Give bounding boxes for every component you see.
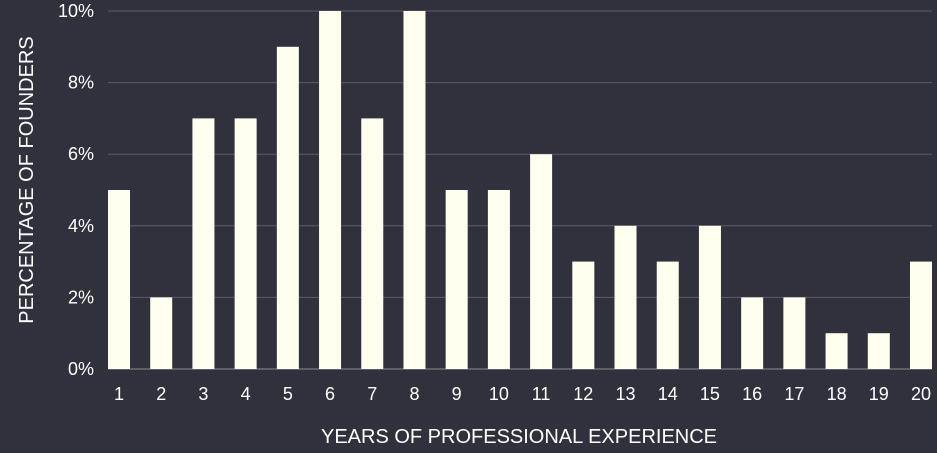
x-tick-label: 10 bbox=[489, 384, 509, 404]
y-tick-label: 0% bbox=[68, 359, 94, 379]
x-tick-label: 2 bbox=[156, 384, 166, 404]
x-tick-label: 8 bbox=[409, 384, 419, 404]
x-tick-labels: 1 2 3 4 5 6 7 8 9 10 11 12 13 14 15 16 17 18 19 20 bbox=[114, 384, 931, 404]
bar bbox=[698, 225, 721, 369]
bars bbox=[108, 11, 932, 370]
x-axis-title: YEARS OF PROFESSIONAL EXPERIENCE bbox=[321, 426, 717, 448]
x-tick-label: 11 bbox=[532, 384, 551, 404]
y-tick-label: 4% bbox=[68, 216, 94, 236]
bar bbox=[910, 261, 932, 369]
y-tick-label: 10% bbox=[58, 1, 94, 21]
x-tick-label: 18 bbox=[827, 384, 847, 404]
bar bbox=[825, 333, 848, 369]
x-tick-label: 12 bbox=[573, 384, 593, 404]
y-tick-labels: 0% 2% 4% 6% 8% 10% bbox=[58, 1, 94, 379]
x-tick-label: 5 bbox=[283, 384, 293, 404]
bar bbox=[108, 190, 130, 369]
bar bbox=[572, 261, 595, 369]
grid-lines bbox=[108, 10, 932, 370]
bar bbox=[530, 154, 553, 369]
x-tick-label: 13 bbox=[616, 384, 636, 404]
x-tick-label: 1 bbox=[114, 384, 124, 404]
y-tick-label: 2% bbox=[68, 287, 94, 307]
bar bbox=[867, 333, 890, 369]
bar bbox=[150, 297, 173, 369]
x-tick-label: 20 bbox=[911, 384, 931, 404]
x-tick-label: 17 bbox=[784, 384, 804, 404]
bar bbox=[656, 261, 679, 369]
bar bbox=[741, 297, 764, 369]
bar bbox=[234, 118, 257, 370]
y-tick-label: 8% bbox=[68, 73, 94, 93]
y-tick-label: 6% bbox=[68, 144, 94, 164]
x-tick-label: 9 bbox=[452, 384, 462, 404]
x-tick-label: 4 bbox=[241, 384, 251, 404]
x-tick-label: 15 bbox=[700, 384, 720, 404]
bar bbox=[361, 118, 384, 370]
bar bbox=[403, 11, 426, 369]
bar bbox=[319, 11, 342, 369]
bar bbox=[783, 297, 806, 369]
bar bbox=[487, 190, 510, 369]
x-tick-label: 3 bbox=[198, 384, 208, 404]
x-tick-label: 6 bbox=[325, 384, 335, 404]
bar bbox=[445, 190, 468, 369]
x-tick-label: 16 bbox=[742, 384, 762, 404]
bar bbox=[614, 225, 637, 369]
x-tick-label: 7 bbox=[367, 384, 377, 404]
bar bbox=[192, 118, 215, 370]
bar bbox=[276, 46, 299, 370]
x-tick-label: 14 bbox=[658, 384, 678, 404]
y-axis-title: PERCENTAGE OF FOUNDERS bbox=[16, 36, 38, 323]
x-tick-label: 19 bbox=[869, 384, 889, 404]
